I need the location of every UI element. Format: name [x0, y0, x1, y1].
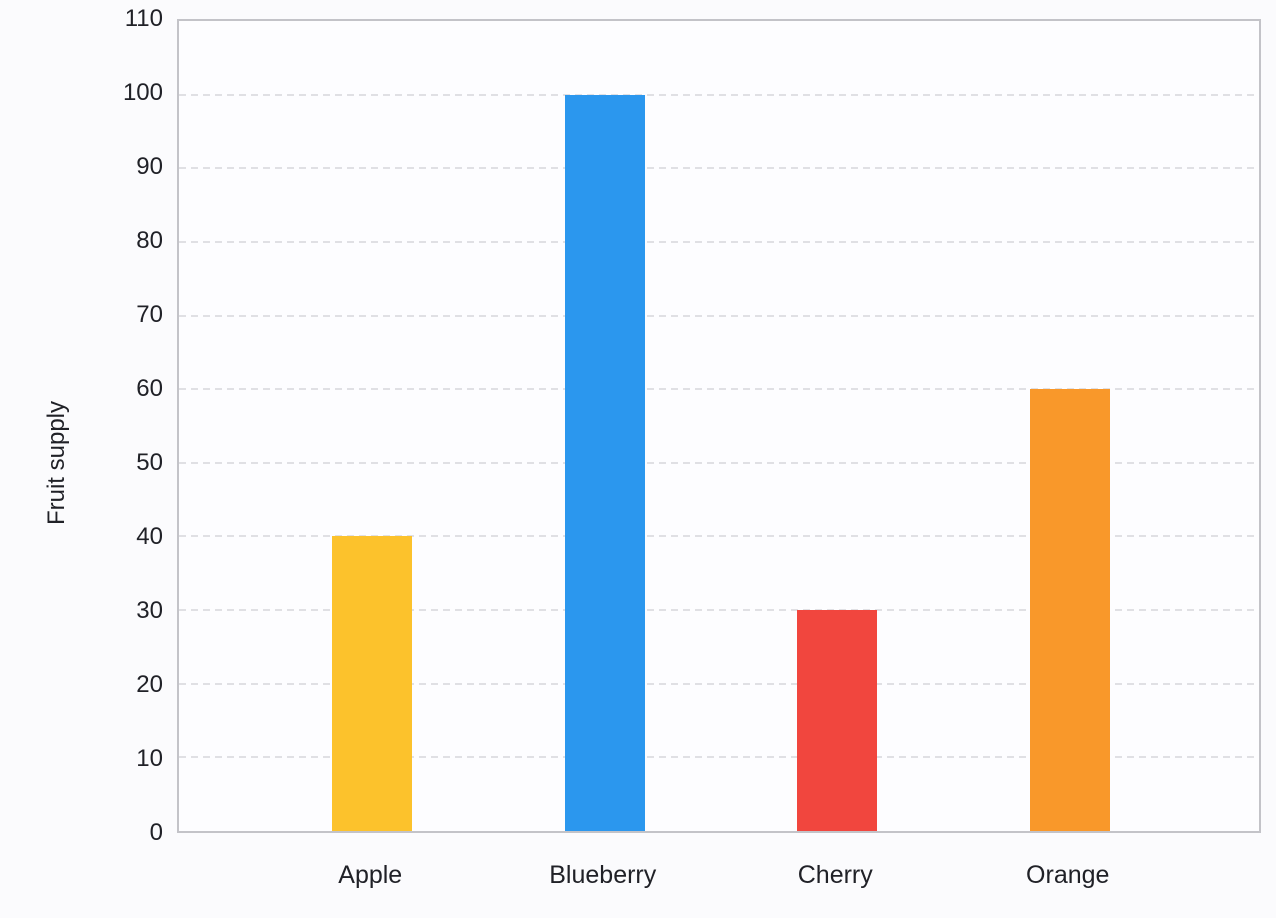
y-tick-label-30: 30 [136, 597, 163, 624]
gridline-y-90 [179, 167, 1259, 170]
y-tick-label-50: 50 [136, 449, 163, 476]
y-tick-label-10: 10 [136, 745, 163, 772]
x-category-label-blueberry: Blueberry [549, 861, 657, 889]
gridline-y-80 [179, 240, 1259, 243]
y-tick-label-80: 80 [136, 227, 163, 254]
y-tick-label-0: 0 [149, 819, 163, 846]
y-tick-label-60: 60 [136, 375, 163, 402]
y-tick-label-100: 100 [122, 79, 163, 106]
y-tick-label-90: 90 [136, 153, 163, 180]
y-tick-label-20: 20 [136, 671, 163, 698]
x-category-label-orange: Orange [1026, 861, 1110, 889]
plot-area [177, 19, 1261, 833]
bar-cherry [797, 610, 878, 831]
gridline-y-70 [179, 314, 1259, 317]
bar-orange [1029, 389, 1110, 831]
x-category-label-cherry: Cherry [797, 861, 873, 889]
bar-apple [332, 536, 413, 831]
y-tick-label-70: 70 [136, 301, 163, 328]
bar-blueberry [564, 94, 645, 831]
y-tick-label-110: 110 [124, 5, 163, 32]
y-tick-label-40: 40 [136, 523, 163, 550]
gridline-y-100 [179, 93, 1259, 96]
x-category-label-apple: Apple [338, 861, 403, 889]
